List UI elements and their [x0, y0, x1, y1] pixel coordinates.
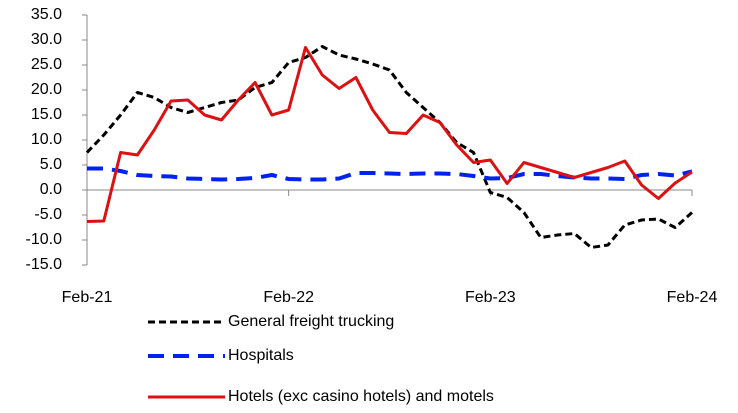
- x-tick-label: Feb-22: [263, 289, 314, 306]
- y-tick-label: 10.0: [31, 131, 62, 148]
- y-tick-label: -10.0: [26, 231, 63, 248]
- y-tick-label: 15.0: [31, 106, 62, 123]
- x-tick-label: Feb-24: [667, 289, 718, 306]
- legend-label: Hotels (exc casino hotels) and motels: [228, 388, 494, 405]
- x-tick-label: Feb-21: [62, 289, 113, 306]
- y-tick-label: -5.0: [34, 206, 62, 223]
- y-tick-label: -15.0: [26, 256, 63, 273]
- y-tick-label: 35.0: [31, 6, 62, 23]
- series-line: [87, 166, 693, 182]
- y-tick-label: 25.0: [31, 56, 62, 73]
- y-tick-label: 0.0: [40, 181, 62, 198]
- y-tick-label: 5.0: [40, 156, 62, 173]
- y-tick-label: 20.0: [31, 81, 62, 98]
- legend-label: Hospitals: [228, 347, 294, 364]
- series-line: [86, 46, 693, 223]
- series-line: [85, 45, 693, 249]
- x-tick-label: Feb-23: [465, 289, 516, 306]
- y-tick-label: 30.0: [31, 31, 62, 48]
- legend-label: General freight trucking: [228, 313, 394, 330]
